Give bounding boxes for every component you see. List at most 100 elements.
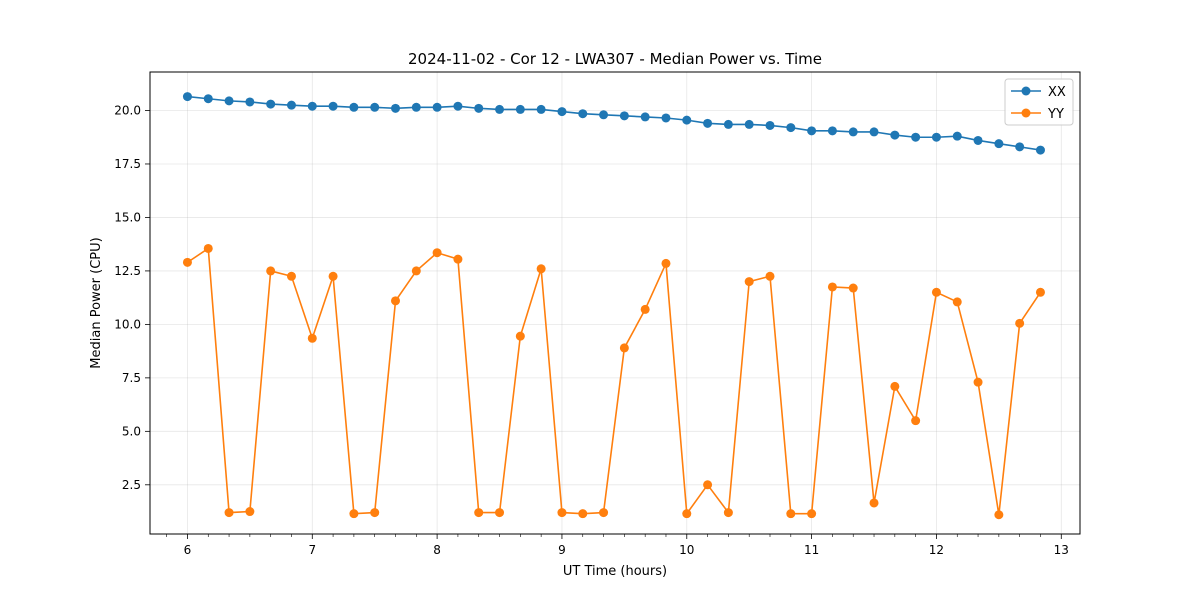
data-point-xx [307,101,317,111]
data-point-yy [182,257,192,267]
data-point-xx [661,113,671,123]
data-point-yy [224,508,234,518]
data-point-yy [973,377,983,387]
data-point-yy [557,508,567,518]
data-point-xx [973,135,983,145]
data-point-xx [994,139,1004,149]
x-tick-label: 11 [804,543,819,557]
data-point-xx [848,127,858,137]
y-tick-label: 7.5 [122,371,141,385]
data-point-xx [869,127,879,137]
data-point-xx [1035,145,1045,155]
data-point-yy [765,271,775,281]
data-point-xx [370,102,380,112]
series-line-yy [187,247,1042,516]
data-point-yy [1015,318,1025,328]
data-point-yy [474,508,484,518]
data-point-xx [432,102,442,112]
y-axis-label: Median Power (CPU) [89,237,104,368]
data-point-yy [391,296,401,306]
data-point-xx [744,119,754,129]
x-axis-label: UT Time (hours) [563,564,667,579]
data-point-yy [266,266,276,276]
x-tick-label: 7 [308,543,316,557]
data-point-xx [765,120,775,130]
data-point-xx [578,109,588,119]
x-tick-label: 10 [679,543,694,557]
data-point-yy [307,333,317,343]
data-point-xx [640,112,650,122]
data-point-xx [682,115,692,125]
data-point-xx [474,103,484,113]
legend-label-yy: YY [1047,107,1064,122]
plot-area [149,71,1081,535]
data-point-xx [266,99,276,109]
x-tick-label: 12 [929,543,944,557]
data-point-yy [911,416,921,426]
y-axis: 2.5 5.0 7.5 10.0 12.5 15.0 17.5 20.0 [114,104,150,492]
data-point-yy [349,509,359,519]
x-tick-label: 6 [184,543,192,557]
data-point-xx [723,119,733,129]
data-point-xx [328,101,338,111]
data-point-xx [182,92,192,102]
legend-marker-xx [1021,86,1031,96]
data-point-xx [224,96,234,106]
data-point-xx [599,110,609,120]
data-point-yy [994,510,1004,520]
data-point-yy [1035,287,1045,297]
data-point-xx [890,130,900,140]
legend: XX YY [1004,78,1074,126]
data-point-yy [744,277,754,287]
data-point-yy [203,243,213,253]
data-point-yy [578,509,588,519]
data-point-yy [599,508,609,518]
data-point-xx [786,123,796,133]
data-point-yy [703,480,713,490]
y-tick-label: 17.5 [114,157,141,171]
legend-marker-yy [1021,108,1031,118]
data-point-yy [411,266,421,276]
legend-label-xx: XX [1048,85,1066,100]
x-tick-label: 8 [433,543,441,557]
data-point-xx [245,97,255,107]
y-tick-label: 20.0 [114,104,141,118]
data-point-yy [370,508,380,518]
data-point-xx [703,118,713,128]
data-point-yy [827,282,837,292]
x-tick-label: 13 [1054,543,1069,557]
data-point-yy [661,258,671,268]
x-axis: 6 7 8 9 10 11 12 13 [166,534,1069,557]
data-point-xx [453,101,463,111]
data-point-yy [453,254,463,264]
data-point-yy [495,508,505,518]
data-point-xx [1015,142,1025,152]
data-point-yy [848,283,858,293]
data-point-yy [432,248,442,258]
y-tick-label: 5.0 [122,424,141,438]
data-point-xx [952,131,962,141]
y-tick-label: 12.5 [114,264,141,278]
data-point-yy [245,507,255,517]
data-point-yy [890,381,900,391]
x-tick-label: 9 [558,543,566,557]
data-point-xx [931,132,941,142]
data-point-xx [515,104,525,114]
y-tick-label: 2.5 [122,478,141,492]
series-layer [182,92,1045,520]
data-point-xx [807,126,817,136]
data-point-yy [931,287,941,297]
data-point-xx [557,107,567,117]
data-point-xx [495,104,505,114]
data-point-yy [286,271,296,281]
data-point-xx [911,132,921,142]
chart-title: 2024-11-02 - Cor 12 - LWA307 - Median Po… [408,50,822,68]
data-point-yy [619,343,629,353]
data-point-yy [640,304,650,314]
y-tick-label: 10.0 [114,317,141,331]
y-tick-label: 15.0 [114,210,141,224]
data-point-xx [411,102,421,112]
data-point-yy [536,264,546,274]
data-point-yy [682,509,692,519]
